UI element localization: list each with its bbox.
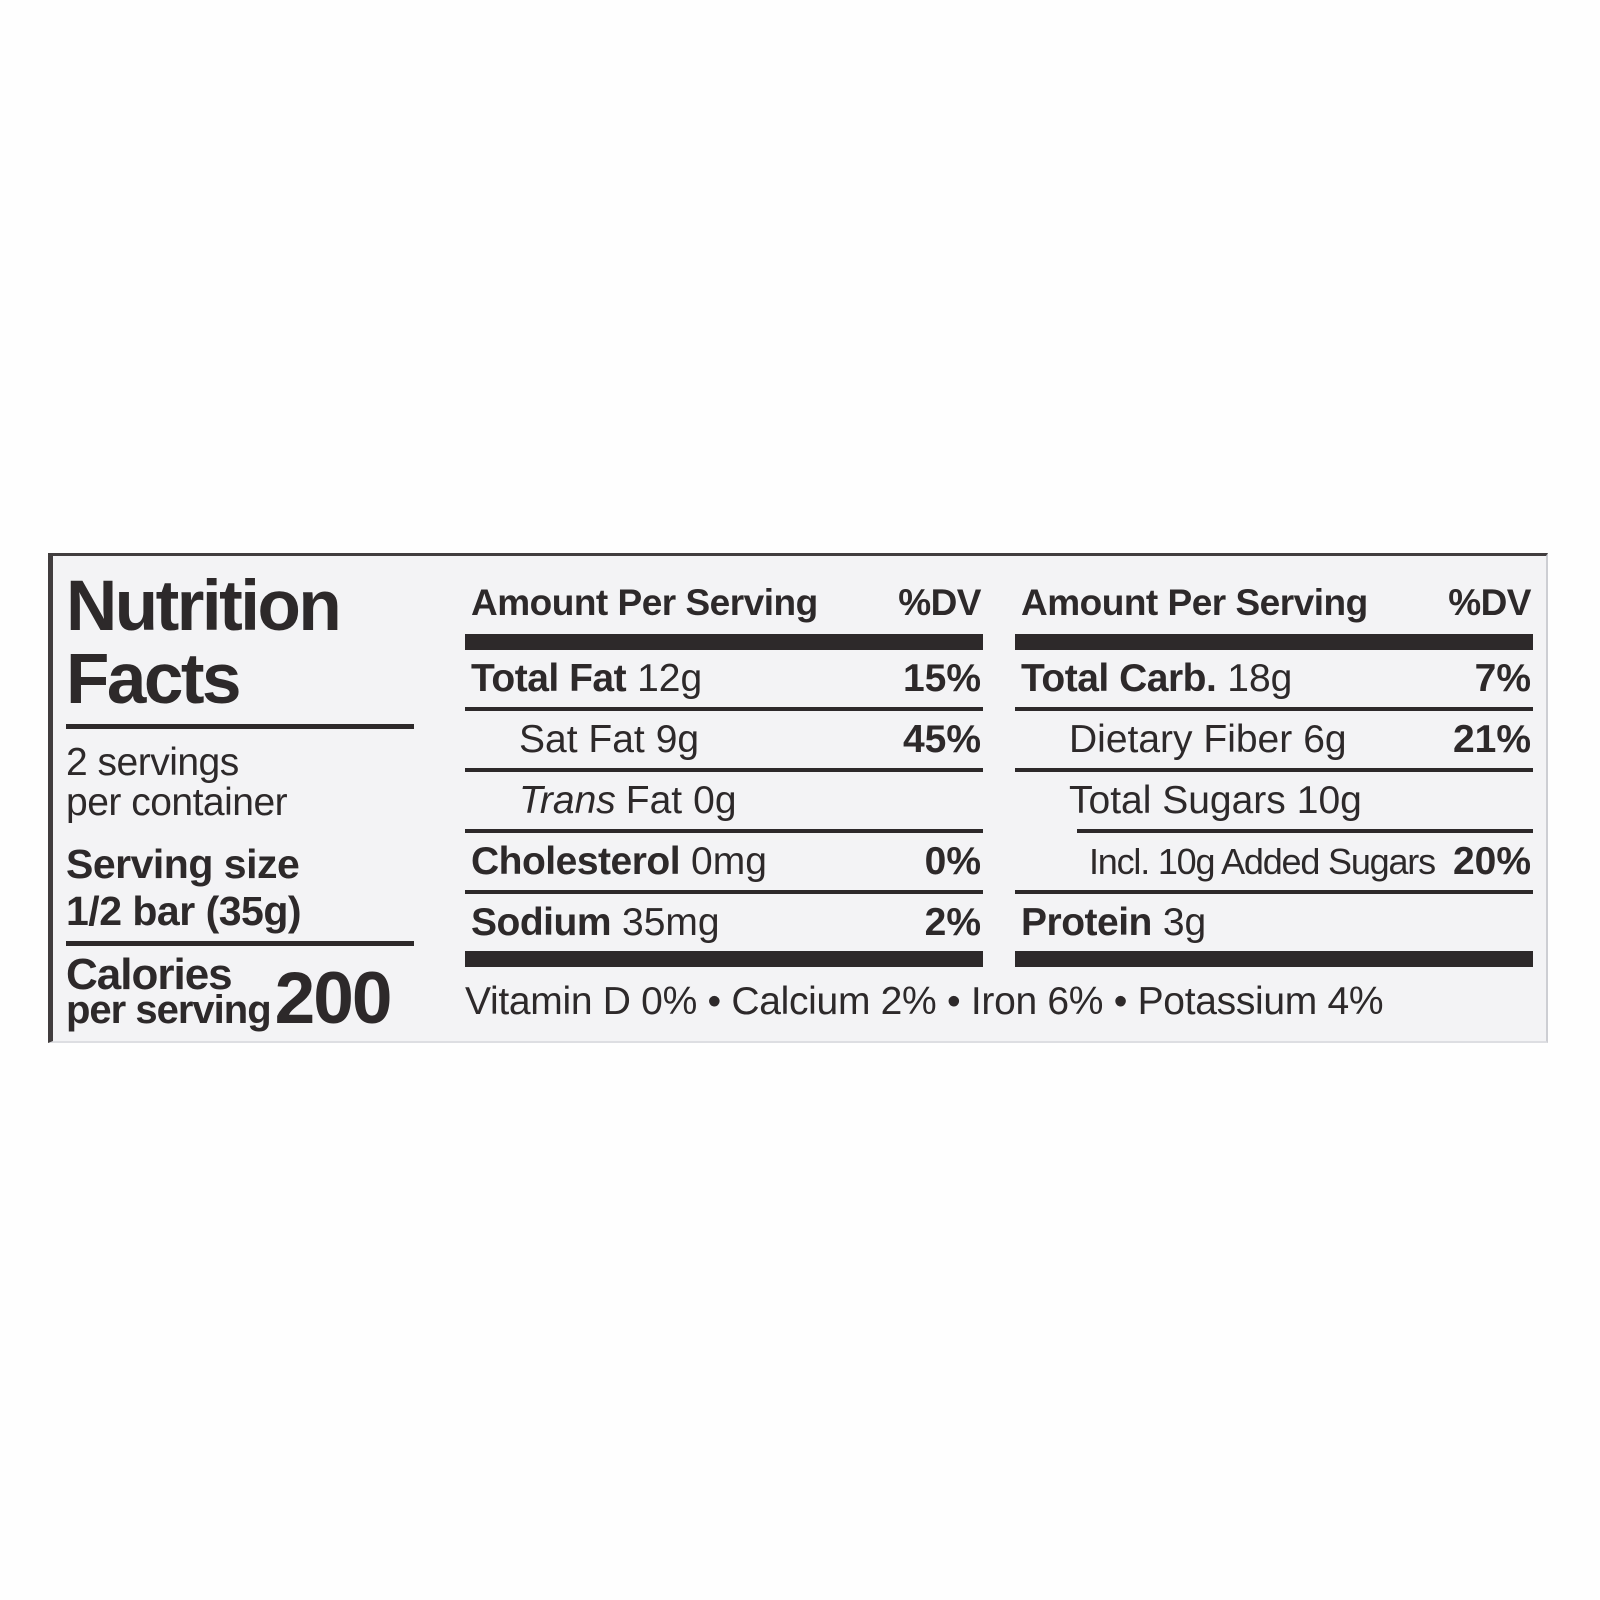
- micronutrients-footnote: Vitamin D 0% • Calcium 2% • Iron 6% • Po…: [465, 980, 1384, 1023]
- calories-label-line1: Calories: [66, 950, 233, 999]
- amount-per-serving-label: Amount Per Serving: [1021, 582, 1368, 623]
- separator-rule-inset: [1077, 829, 1533, 833]
- nutrient-row-protein: Protein 3g: [1015, 894, 1533, 951]
- label-title: Nutrition Facts: [66, 570, 414, 716]
- nutrient-row-total-fat: Total Fat 12g 15%: [465, 650, 983, 707]
- amount-per-serving-header: Amount Per Serving %DV: [1015, 582, 1533, 623]
- nutrient-name: Cholesterol: [471, 839, 681, 883]
- nutrient-row-sodium: Sodium 35mg 2%: [465, 894, 983, 951]
- nutrient-dv: 45%: [902, 717, 981, 761]
- serving-size-value: 1/2 bar (35g): [66, 888, 302, 934]
- nutrient-amount: 18g: [1227, 656, 1293, 700]
- separator-rule: [465, 707, 983, 711]
- nutrient-amount: 12g: [637, 656, 703, 700]
- nutrient-name-italic: Trans: [519, 778, 616, 822]
- nutrient-dv: 20%: [1452, 839, 1531, 883]
- separator-rule: [465, 890, 983, 894]
- percent-dv-label: %DV: [898, 582, 981, 623]
- nutrient-amount: 35mg: [622, 900, 720, 944]
- nutrient-row-cholesterol: Cholesterol 0mg 0%: [465, 833, 983, 890]
- separator-rule: [1015, 768, 1533, 772]
- separator-rule: [66, 941, 414, 946]
- thick-bar: [1015, 951, 1533, 967]
- servings-per-container: 2 servings per container: [66, 743, 414, 823]
- amount-per-serving-label: Amount Per Serving: [471, 582, 818, 623]
- servings-line2: per container: [66, 781, 288, 824]
- nutrient-name: Total Fat: [471, 656, 627, 700]
- nutrient-row-added-sugars: Incl. 10g Added Sugars 20%: [1015, 833, 1533, 890]
- nutrient-name: Sodium: [471, 900, 612, 944]
- nutrient-name: Total Sugars: [1069, 778, 1286, 822]
- label-middle-column: Amount Per Serving %DV Total Fat 12g 15%…: [465, 556, 983, 967]
- nutrient-amount: 10g: [1296, 778, 1362, 822]
- separator-rule: [465, 829, 983, 833]
- calories-label: Calories per serving: [66, 950, 272, 1032]
- nutrient-dv: 7%: [1474, 656, 1531, 700]
- nutrition-facts-label: Nutrition Facts 2 servings per container…: [48, 553, 1548, 1043]
- nutrient-row-trans-fat: Trans Fat 0g: [465, 772, 983, 829]
- calories-value: 200: [274, 958, 393, 1039]
- nutrient-name: Protein: [1021, 900, 1152, 944]
- thick-bar: [465, 951, 983, 967]
- label-left-column: Nutrition Facts 2 servings per container…: [66, 556, 414, 1040]
- calories-block: Calories per serving 200: [66, 950, 414, 1039]
- nutrient-amount: 3g: [1162, 900, 1207, 944]
- nutrient-amount: 0mg: [691, 839, 767, 883]
- percent-dv-label: %DV: [1448, 582, 1531, 623]
- nutrient-name: Fat: [625, 778, 683, 822]
- nutrient-dv: 15%: [902, 656, 981, 700]
- label-title-line2: Facts: [66, 640, 241, 719]
- serving-size-label: Serving size: [66, 841, 300, 887]
- nutrient-amount: 6g: [1303, 717, 1347, 761]
- nutrient-dv: 0%: [924, 839, 981, 883]
- thick-bar: [465, 634, 983, 650]
- nutrient-row-sat-fat: Sat Fat 9g 45%: [465, 711, 983, 768]
- nutrient-row-total-carb: Total Carb. 18g 7%: [1015, 650, 1533, 707]
- nutrient-name: Sat Fat: [519, 717, 645, 761]
- thick-bar: [1015, 634, 1533, 650]
- servings-line1: 2 servings: [66, 741, 239, 784]
- nutrient-dv: 2%: [924, 900, 981, 944]
- amount-per-serving-header: Amount Per Serving %DV: [465, 582, 983, 623]
- nutrient-name: Total Carb.: [1021, 656, 1217, 700]
- nutrient-name: Dietary Fiber: [1069, 717, 1293, 761]
- label-right-column: Amount Per Serving %DV Total Carb. 18g 7…: [1015, 556, 1533, 967]
- nutrient-amount: 9g: [655, 717, 700, 761]
- nutrient-name: Incl. 10g Added Sugars: [1089, 840, 1436, 882]
- serving-size: Serving size 1/2 bar (35g): [66, 841, 414, 935]
- nutrient-row-dietary-fiber: Dietary Fiber 6g 21%: [1015, 711, 1533, 768]
- label-title-line1: Nutrition: [66, 567, 342, 646]
- calories-label-line2: per serving: [66, 988, 272, 1032]
- separator-rule: [66, 724, 414, 729]
- separator-rule: [1015, 707, 1533, 711]
- nutrient-dv: 21%: [1452, 717, 1531, 761]
- nutrient-amount: 0g: [693, 778, 737, 822]
- separator-rule: [465, 768, 983, 772]
- separator-rule: [1015, 890, 1533, 894]
- nutrient-row-total-sugars: Total Sugars 10g: [1015, 772, 1533, 829]
